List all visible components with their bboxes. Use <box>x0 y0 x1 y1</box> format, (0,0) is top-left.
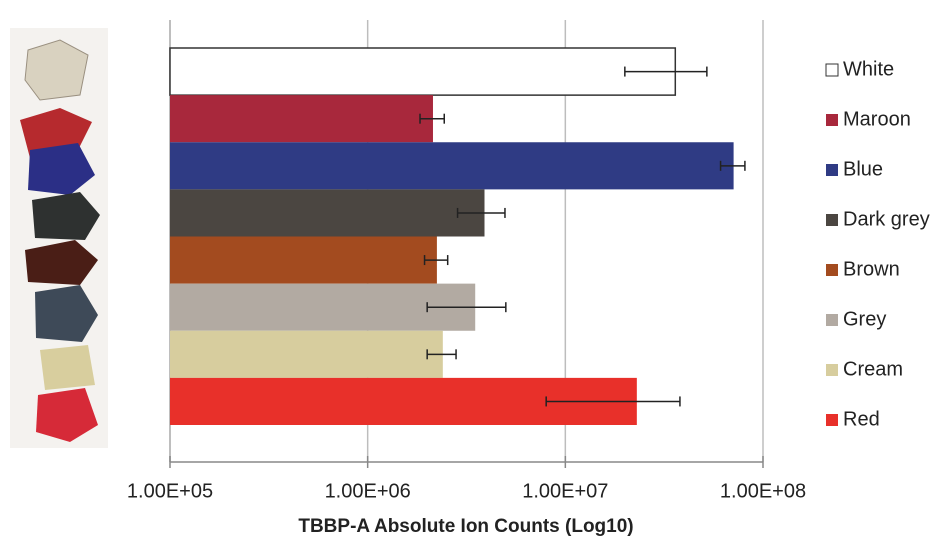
legend-label: Maroon <box>843 108 911 130</box>
error-bar <box>419 113 445 124</box>
error-bar <box>426 302 507 313</box>
error-bar <box>456 207 506 218</box>
legend-label: Red <box>843 408 880 430</box>
legend-swatch <box>826 414 838 426</box>
x-tick-label: 1.00E+05 <box>127 480 213 502</box>
legend-label: Brown <box>843 258 900 280</box>
bar <box>170 142 734 190</box>
legend-swatch <box>826 264 838 276</box>
legend-swatch <box>826 114 838 126</box>
legend-swatch <box>826 364 838 376</box>
error-bar <box>624 66 708 77</box>
bar <box>170 236 437 284</box>
legend-label: Blue <box>843 158 883 180</box>
error-bar <box>423 255 449 266</box>
legend-swatch <box>825 63 839 77</box>
legend-label: Cream <box>843 358 903 380</box>
bar <box>170 95 433 143</box>
error-bar <box>545 396 681 407</box>
legend-swatch <box>826 314 838 326</box>
x-axis-title: TBBP-A Absolute Ion Counts (Log10) <box>298 516 633 537</box>
x-tick-label: 1.00E+08 <box>720 480 806 502</box>
legend-swatch <box>826 214 838 226</box>
legend-label: White <box>843 58 894 80</box>
legend-swatch <box>826 164 838 176</box>
sample-photo <box>10 28 108 448</box>
bar <box>169 47 677 96</box>
error-bar <box>719 160 746 171</box>
error-bar <box>426 349 457 360</box>
bar <box>170 283 476 331</box>
legend-label: Grey <box>843 308 886 330</box>
bar <box>170 189 485 237</box>
x-tick-label: 1.00E+07 <box>522 480 608 502</box>
legend-label: Dark grey <box>843 208 930 230</box>
bar <box>170 330 443 378</box>
x-tick-label: 1.00E+06 <box>325 480 411 502</box>
